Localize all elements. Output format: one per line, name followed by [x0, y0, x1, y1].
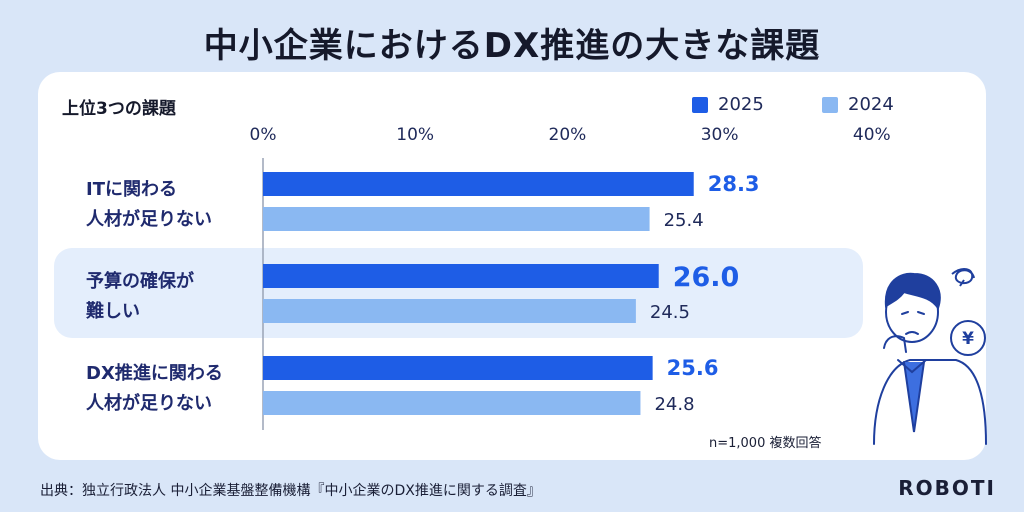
category-label: 難しい — [86, 300, 140, 322]
legend-label-2024: 2024 — [848, 94, 894, 115]
data-label-2024: 24.5 — [650, 302, 690, 323]
data-label-2025: 26.0 — [673, 262, 740, 293]
x-tick-label: 40% — [853, 125, 891, 145]
legend-item-2024: 2024 — [822, 94, 894, 115]
bar-2025 — [263, 264, 659, 288]
category-label: DX推進に関わる — [86, 362, 223, 384]
data-label-2025: 28.3 — [708, 172, 760, 196]
brand-logo: ROBOTI — [898, 476, 996, 500]
yen-symbol: ¥ — [962, 329, 974, 349]
x-tick-label: 30% — [701, 125, 739, 145]
data-label-2025: 25.6 — [667, 356, 719, 380]
source-credit: 出典：独立行政法人 中小企業基盤整備機構『中小企業のDX推進に関する調査』 — [40, 483, 541, 499]
bar-2025 — [263, 356, 653, 380]
yen-coin-icon — [950, 320, 986, 356]
bar-2025 — [263, 172, 694, 196]
page-title: 中小企業におけるDX推進の大きな課題 — [203, 26, 821, 66]
x-tick-label: 10% — [396, 125, 434, 145]
x-tick-label: 20% — [549, 125, 587, 145]
legend-swatch-2025 — [692, 96, 708, 113]
legend-swatch-2024 — [822, 96, 838, 113]
legend-item-2025: 2025 — [692, 94, 764, 115]
category-label: ITに関わる — [86, 179, 177, 200]
category-label: 人材が足りない — [86, 208, 212, 230]
bar-2024 — [263, 299, 636, 323]
data-label-2024: 25.4 — [664, 210, 704, 231]
bar-2024 — [263, 391, 641, 415]
worried-person-icon — [873, 272, 987, 445]
confused-scribble-icon — [951, 268, 975, 287]
data-label-2024: 24.8 — [654, 394, 694, 415]
sample-note: n=1,000 複数回答 — [709, 436, 822, 451]
category-label: 人材が足りない — [86, 392, 212, 414]
category-label: 予算の確保が — [86, 270, 194, 292]
highlight-row-background — [54, 248, 863, 338]
legend-label-2025: 2025 — [718, 94, 764, 115]
bar-2024 — [263, 207, 650, 231]
x-tick-label: 0% — [250, 125, 277, 145]
chart-heading: 上位3つの課題 — [62, 99, 176, 119]
